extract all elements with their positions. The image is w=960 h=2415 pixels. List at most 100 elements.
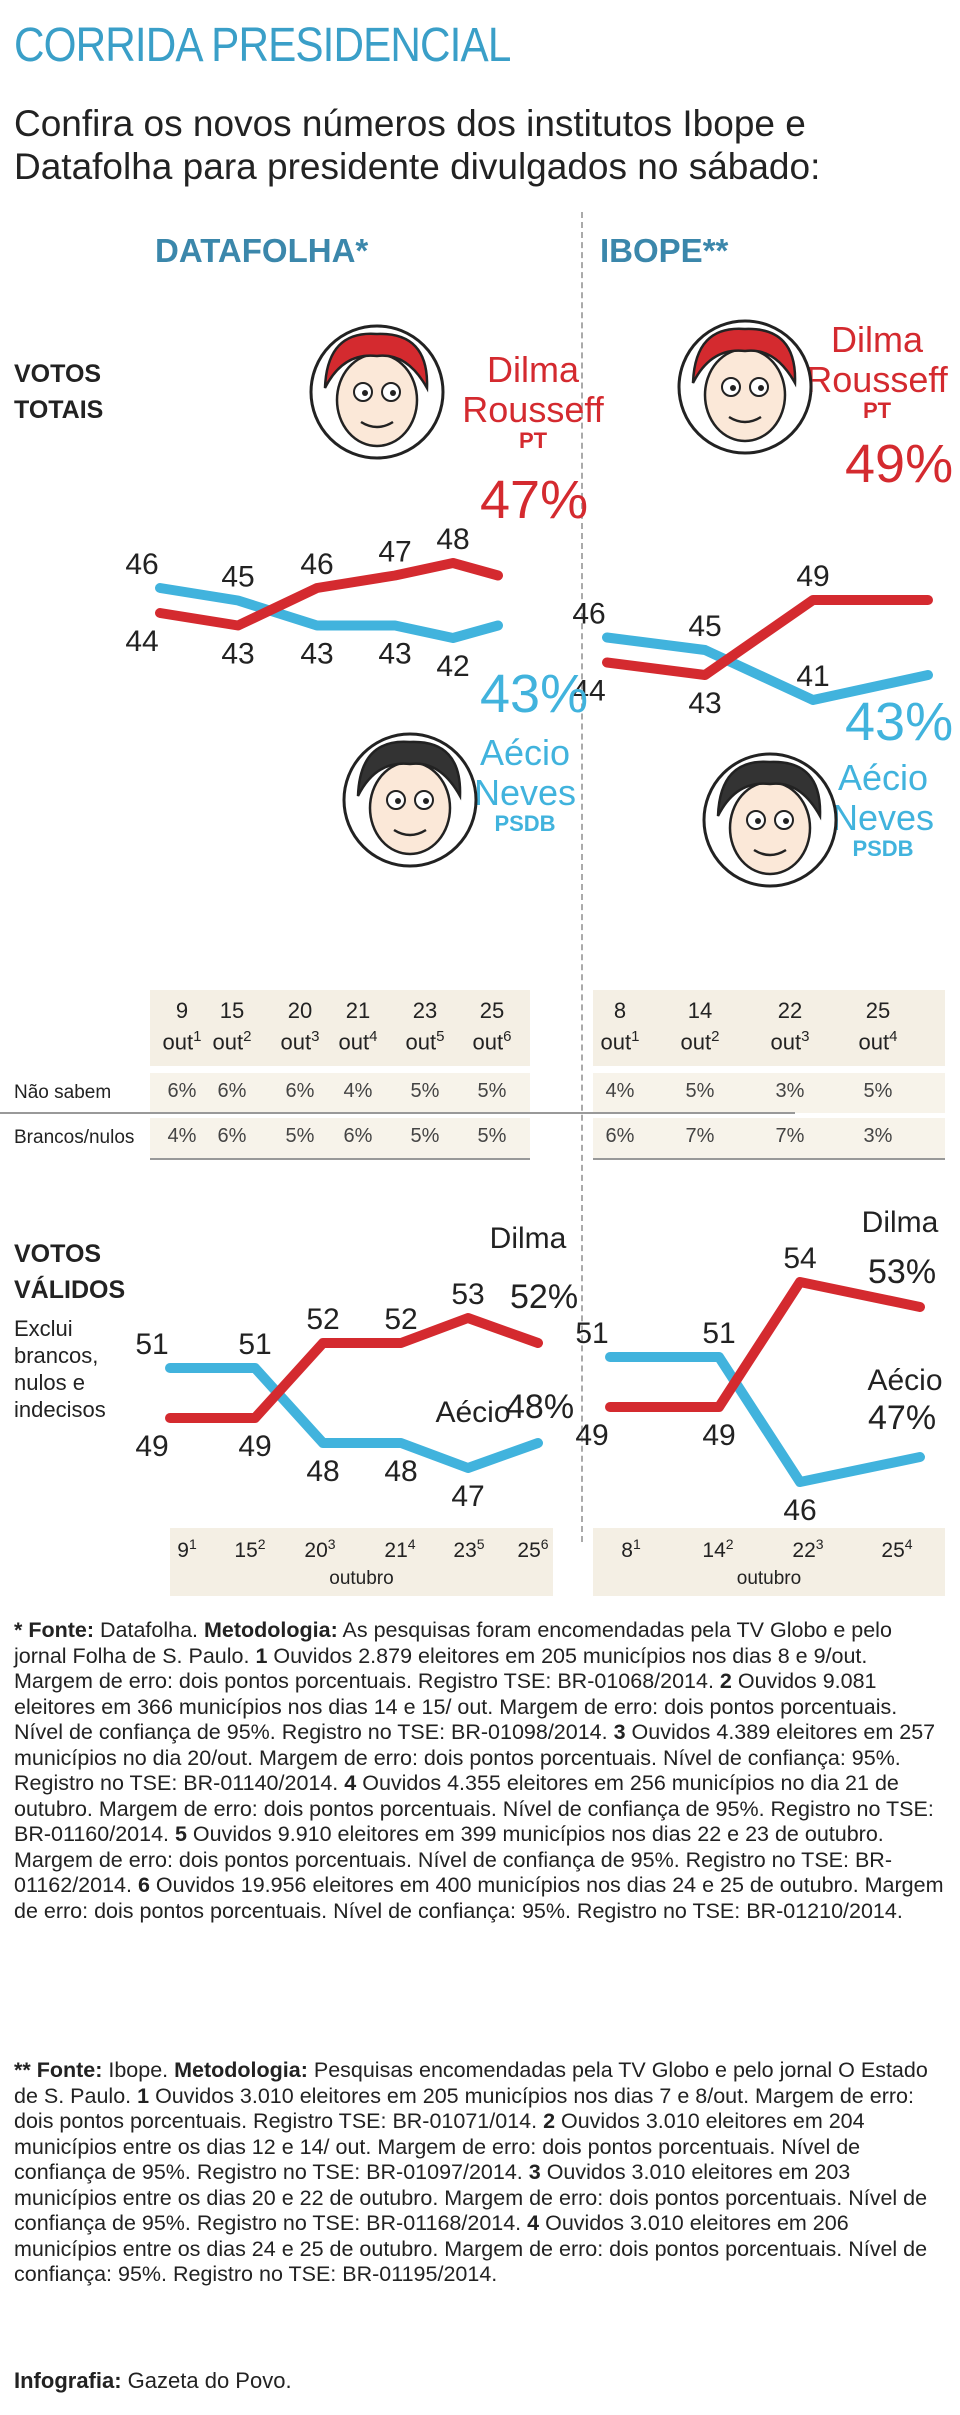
footnote-item-number: 3 (528, 2160, 541, 2184)
line-chart-2: 49 49 52 52 53 51 51 48 48 47 (135, 1278, 543, 1513)
tick-day: 21 (384, 1539, 408, 1562)
aecio-name-df-first: Aécio (480, 732, 570, 773)
portrait-face (368, 760, 452, 856)
credit-label: Infografia: (14, 2368, 122, 2393)
section-note: nulos e (14, 1370, 85, 1395)
footnote-datafolha: * Fonte: Datafolha. Metodologia: As pesq… (14, 1618, 949, 1924)
axis-tick: 254 (867, 1536, 927, 1563)
table-cell: 3% (863, 1125, 893, 1147)
row-bg (150, 1118, 530, 1158)
portrait-hair (323, 332, 429, 393)
month-abbr: out (280, 1029, 312, 1055)
date-axis-bg (593, 1528, 945, 1596)
data-label: 46 (125, 548, 158, 581)
dilma-name-ib-party: PT (863, 398, 892, 423)
data-label: 54 (783, 1242, 816, 1275)
date-day: 20 (287, 998, 313, 1023)
tick-superscript: 4 (904, 1536, 913, 1552)
date-day: 15 (219, 998, 245, 1023)
portrait-pupil (395, 798, 401, 804)
footnote-source: Ibope. (102, 2058, 169, 2082)
row-divider (0, 1112, 530, 1114)
footnote-ibope: ** Fonte: Ibope. Metodologia: Pesquisas … (14, 2058, 949, 2288)
date-header-bg (150, 990, 530, 1066)
data-label: 47 (451, 1480, 484, 1513)
month-abbr: out (770, 1029, 802, 1055)
footnote-item-number: 2 (719, 1669, 732, 1693)
section-label-totais: VOTOS (14, 360, 101, 388)
table-cell: 6% (605, 1125, 635, 1147)
date-day: 25 (479, 998, 505, 1023)
date-month: out6 (458, 1028, 526, 1055)
tick-day: 25 (517, 1539, 541, 1562)
date-month: out3 (266, 1028, 334, 1055)
date-day: 25 (865, 998, 891, 1023)
portrait-hair (691, 327, 797, 388)
portrait-hair (716, 760, 822, 821)
dilma-name-ib-first: Dilma (831, 319, 924, 360)
axis-tick: 81 (601, 1536, 661, 1563)
axis-tick: 256 (503, 1536, 563, 1563)
tick-day: 14 (702, 1539, 726, 1562)
month-abbr: out (472, 1029, 504, 1055)
date-superscript: 2 (711, 1028, 720, 1045)
portrait-pupil (362, 390, 368, 396)
data-label: 41 (796, 660, 829, 693)
date-superscript: 4 (889, 1028, 898, 1045)
table-cell: 5% (410, 1080, 440, 1102)
data-label: 44 (572, 675, 605, 708)
portrait-face (728, 780, 812, 876)
footnote-item-text: Ouvidos 3.010 eleitores em 205 município… (14, 2083, 914, 2134)
month-abbr: out (600, 1029, 632, 1055)
footnote-method-label: Metodologia: (168, 2058, 308, 2082)
footnote-marker: * Fonte: (14, 1618, 95, 1642)
series-line-dilma (605, 1277, 925, 1412)
aecio-short-df: Aécio (435, 1396, 510, 1429)
footnote-item-text: Ouvidos 4.355 eleitores em 256 município… (14, 1771, 934, 1846)
table-cell: 4% (343, 1080, 373, 1102)
page-title: CORRIDA PRESIDENCIAL (14, 19, 511, 72)
axis-tick: 142 (688, 1536, 748, 1563)
final-label-aecio: 47% (868, 1399, 936, 1437)
footnote-item-text: Ouvidos 19.956 eleitores em 400 municípi… (14, 1873, 944, 1923)
tick-day: 20 (304, 1539, 328, 1562)
axis-tick: 152 (220, 1536, 280, 1563)
footnote-item-number: 6 (137, 1873, 150, 1897)
data-label: 43 (221, 638, 254, 671)
month-abbr: out (405, 1029, 437, 1055)
month-abbr: out (212, 1029, 244, 1055)
footnote-item-text: Ouvidos 9.081 eleitores em 366 município… (14, 1669, 898, 1744)
series-line-dilma (602, 595, 933, 680)
portrait-pupil (783, 818, 789, 824)
line-chart-3: 49 49 54 51 51 46 (575, 1242, 925, 1527)
axis-tick: 214 (370, 1536, 430, 1563)
row-bg (593, 1118, 945, 1158)
row-label-brancos: Brancos/nulos (14, 1127, 135, 1148)
date-superscript: 4 (369, 1028, 378, 1045)
portrait-pupil (390, 390, 396, 396)
data-label: 52 (384, 1303, 417, 1336)
data-label: 51 (135, 1328, 168, 1361)
tick-day: 15 (234, 1539, 258, 1562)
data-label: 52 (306, 1303, 339, 1336)
date-superscript: 6 (503, 1028, 512, 1045)
date-day: 14 (687, 998, 713, 1023)
footnote-intro: As pesquisas foram encomendadas pela TV … (14, 1618, 892, 1668)
tick-superscript: 3 (327, 1536, 336, 1552)
footnote-item-number: 4 (344, 1771, 357, 1795)
tick-superscript: 5 (476, 1536, 485, 1552)
data-label: 46 (783, 1494, 816, 1527)
section-note: Exclui (14, 1316, 73, 1341)
data-label: 51 (702, 1317, 735, 1350)
line-chart-0: 44 43 46 47 48 46 45 43 43 42 (125, 523, 503, 683)
date-month: out4 (324, 1028, 392, 1055)
dilma-name-df-party: PT (519, 428, 548, 453)
portrait-mouth (753, 848, 787, 857)
aecio-portrait-df (342, 732, 478, 868)
row-divider (443, 1112, 795, 1114)
data-label: 49 (238, 1430, 271, 1463)
data-label: 49 (702, 1419, 735, 1452)
table-cell: 6% (343, 1125, 373, 1147)
footnote-item-text: Ouvidos 9.910 eleitores em 399 município… (14, 1822, 892, 1897)
